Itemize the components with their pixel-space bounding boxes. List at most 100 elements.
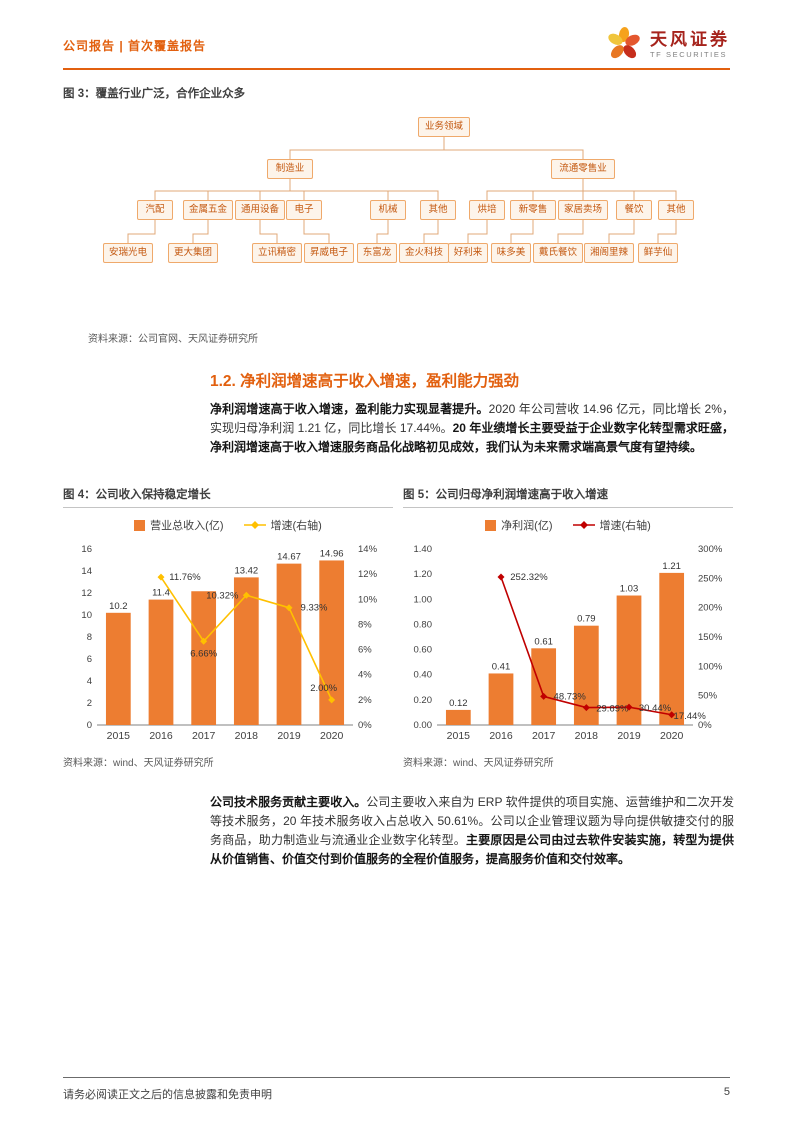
- legend-label: 营业总收入(亿): [150, 520, 224, 532]
- org-node-16: 立讯精密: [252, 243, 302, 263]
- svg-text:50%: 50%: [698, 691, 718, 702]
- svg-text:2017: 2017: [532, 730, 556, 742]
- legend-line-swatch: [572, 521, 595, 529]
- svg-text:2015: 2015: [107, 730, 131, 742]
- legend-label: 增速(右轴): [599, 520, 651, 532]
- diamond-marker: [625, 703, 633, 711]
- legend-bar-swatch: [134, 519, 146, 531]
- org-connector: [303, 220, 330, 243]
- org-connector: [486, 179, 584, 200]
- svg-text:0.20: 0.20: [414, 695, 433, 706]
- figure-5: 图 5：公司归母净利润增速高于收入增速 净利润(亿) 增速(右轴) 0.00 0.2…: [403, 486, 733, 769]
- svg-text:14.67: 14.67: [277, 552, 301, 563]
- org-connector: [127, 220, 156, 243]
- text-segment: 2020 年公司营收 14.96 亿元，同比增长 2%，实现归母净利润 1.21…: [210, 402, 734, 435]
- org-node-24: 鲜芋仙: [638, 243, 678, 263]
- org-node-14: 安瑞光电: [103, 243, 153, 263]
- diamond-marker: [285, 604, 293, 612]
- org-node-10: 新零售: [510, 200, 556, 220]
- svg-text:0.79: 0.79: [577, 614, 596, 625]
- org-connector: [259, 220, 278, 243]
- org-connector: [376, 220, 389, 243]
- org-node-23: 湘阁里辣: [584, 243, 634, 263]
- org-node-15: 更大集团: [168, 243, 218, 263]
- brand-name-en: TF SECURITIES: [650, 50, 728, 60]
- diamond-marker: [157, 573, 165, 581]
- legend-item: 净利润(亿): [485, 517, 553, 533]
- svg-text:1.21: 1.21: [662, 561, 681, 572]
- tf-securities-logo: 天风证券 TF SECURITIES: [605, 26, 730, 64]
- svg-text:0.60: 0.60: [414, 645, 433, 656]
- bar: [276, 563, 302, 725]
- header-divider: [63, 68, 730, 70]
- svg-text:6.66%: 6.66%: [190, 648, 217, 659]
- svg-text:2020: 2020: [660, 730, 684, 742]
- bar: [659, 572, 685, 725]
- flower-logo-icon: [608, 27, 640, 59]
- figure-4: 图 4：公司收入保持稳定增长 营业总收入(亿) 增速(右轴) 0 2 4 6 8 10 12 1…: [63, 486, 393, 769]
- svg-text:2%: 2%: [358, 695, 372, 706]
- section-heading-1-2: 1.2. 净利润增速高于收入增速，盈利能力强劲: [210, 373, 520, 390]
- legend-item: 增速(右轴): [572, 517, 651, 533]
- figure-5-legend: 净利润(亿) 增速(右轴): [403, 517, 733, 533]
- org-connector: [582, 179, 677, 200]
- org-connector: [192, 220, 209, 243]
- legend-label: 增速(右轴): [270, 520, 322, 532]
- svg-text:6%: 6%: [358, 645, 372, 656]
- svg-text:6: 6: [87, 654, 92, 665]
- figure-3-source: 资料来源：公司官网、天风证券研究所: [88, 334, 258, 345]
- org-node-21: 味多美: [491, 243, 531, 263]
- figure-5-title: 图 5：公司归母净利润增速高于收入增速: [403, 486, 733, 508]
- svg-text:2019: 2019: [277, 730, 301, 742]
- figures-row: 图 4：公司收入保持稳定增长 营业总收入(亿) 增速(右轴) 0 2 4 6 8 10 12 1…: [63, 486, 733, 769]
- svg-text:10.32%: 10.32%: [206, 590, 239, 601]
- svg-text:252.32%: 252.32%: [510, 572, 548, 583]
- org-connector: [289, 179, 305, 200]
- figure-3-title: 图 3：覆盖行业广泛，合作企业众多: [63, 88, 246, 100]
- legend-item: 增速(右轴): [243, 517, 322, 533]
- svg-text:250%: 250%: [698, 573, 723, 584]
- text-segment: 公司主要收入来自为 ERP 软件提供的项目实施、运营维护和二次开发等技术服务，2…: [210, 795, 734, 847]
- text-segment: 主要原因是公司由过去软件安装实施，转型为提供从价值销售、价值交付到价值服务的全程…: [210, 833, 734, 866]
- svg-text:11.4: 11.4: [152, 588, 170, 599]
- svg-text:48.73%: 48.73%: [554, 691, 587, 702]
- page-number: 5: [723, 1086, 730, 1098]
- svg-text:1.03: 1.03: [620, 584, 639, 595]
- bar: [191, 591, 217, 725]
- bar: [531, 648, 557, 725]
- svg-text:12%: 12%: [358, 569, 378, 580]
- svg-text:2017: 2017: [192, 730, 216, 742]
- bar: [233, 577, 259, 725]
- diamond-marker: [328, 696, 336, 704]
- svg-text:29.69%: 29.69%: [596, 704, 629, 715]
- org-connector: [510, 220, 534, 243]
- org-connector: [154, 179, 291, 200]
- org-node-17: 昇威电子: [304, 243, 354, 263]
- org-connector: [608, 220, 635, 243]
- orgchart-connectors: [127, 137, 677, 243]
- svg-text:0%: 0%: [358, 720, 372, 731]
- org-node-18: 东富龙: [357, 243, 397, 263]
- org-connector: [289, 179, 439, 200]
- org-node-19: 金火科技: [399, 243, 449, 263]
- org-node-12: 餐饮: [616, 200, 652, 220]
- svg-text:17.44%: 17.44%: [674, 711, 707, 722]
- org-connector: [423, 220, 439, 243]
- org-connector: [532, 179, 584, 200]
- svg-text:12: 12: [81, 588, 92, 599]
- svg-text:2019: 2019: [617, 730, 641, 742]
- svg-text:10: 10: [81, 610, 92, 621]
- diamond-marker: [668, 711, 676, 719]
- svg-text:2018: 2018: [235, 730, 259, 742]
- svg-text:1.40: 1.40: [414, 544, 433, 555]
- org-node-11: 家居卖场: [558, 200, 608, 220]
- org-connector: [582, 179, 635, 200]
- svg-text:300%: 300%: [698, 544, 723, 555]
- bar: [148, 599, 174, 725]
- svg-text:4: 4: [87, 676, 92, 687]
- figure-5-chart: 0.00 0.20 0.40 0.60 0.80 1.00 1.20 1.40 0% 50% 100…: [414, 544, 723, 742]
- org-connector: [259, 179, 291, 200]
- svg-text:2016: 2016: [149, 730, 173, 742]
- org-node-0: 业务领域: [418, 117, 470, 137]
- paragraph-2: 公司技术服务贡献主要收入。公司主要收入来自为 ERP 软件提供的项目实施、运营维…: [210, 793, 734, 869]
